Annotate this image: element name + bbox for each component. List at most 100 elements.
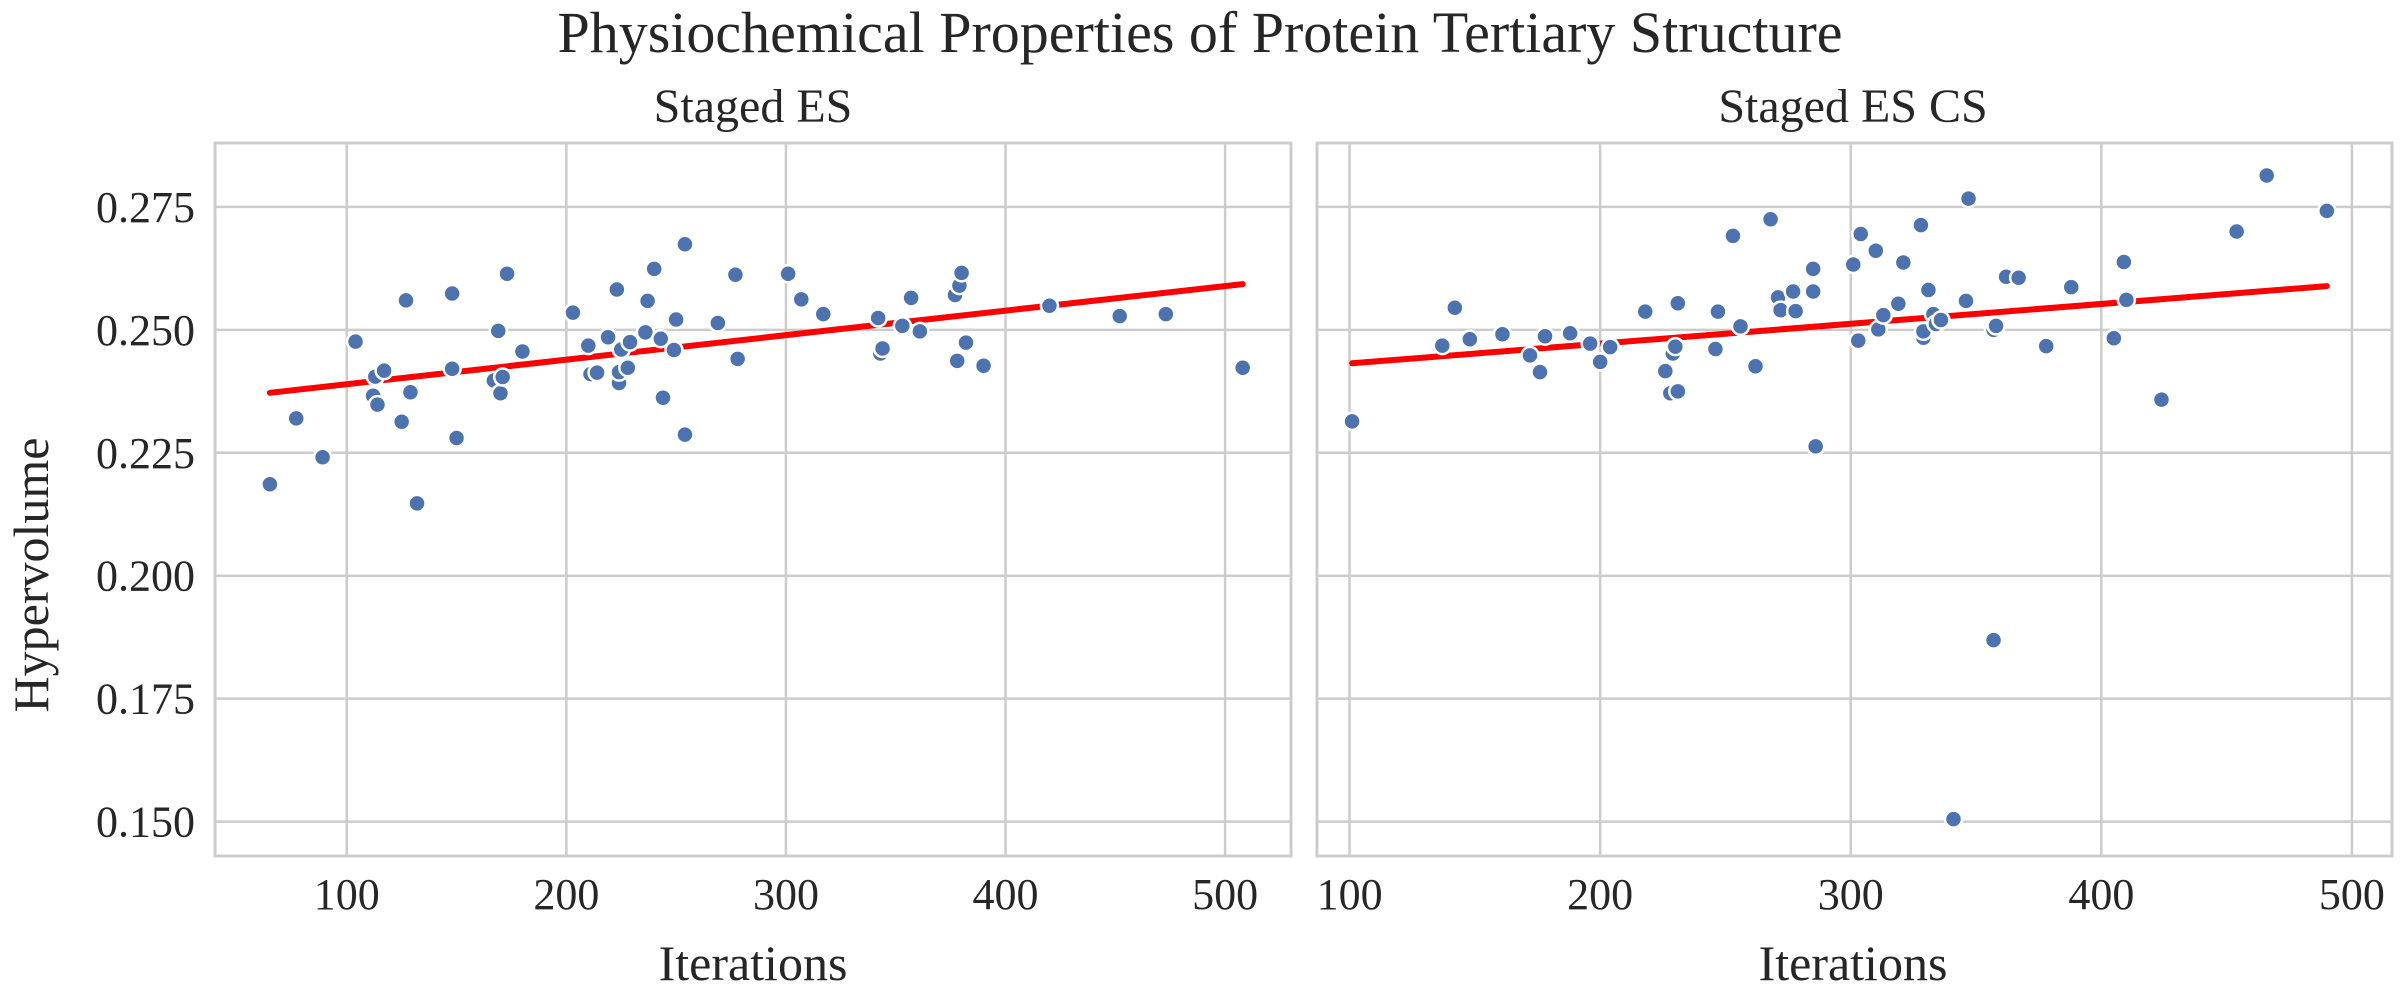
scatter-point <box>345 331 366 352</box>
scatter-point <box>1931 310 1951 330</box>
scatter-point <box>1986 316 2006 336</box>
x-ticks-staged-es: 100 200 300 400 500 <box>314 870 1258 919</box>
scatter-point <box>813 304 834 324</box>
scatter-point <box>1530 362 1550 382</box>
scatter-point <box>1708 301 1728 322</box>
scatter-point <box>1983 630 2004 650</box>
y-tick-label: 0.150 <box>96 798 195 847</box>
scatter-point <box>1803 281 1823 302</box>
scatter-point <box>1911 215 1931 235</box>
y-tick-label: 0.250 <box>96 306 195 355</box>
scatter-point <box>901 288 921 308</box>
scatter-point <box>2226 221 2247 242</box>
scatter-point <box>1851 224 1871 244</box>
scatter-point <box>587 362 607 383</box>
scatter-point <box>872 338 893 359</box>
scatter-point <box>1232 357 1253 378</box>
scatter-point <box>367 394 388 415</box>
x-tick-label: 400 <box>2068 870 2134 919</box>
scatter-point <box>2008 267 2029 288</box>
scatter-point <box>1668 381 1688 402</box>
scatter-point <box>1893 252 1914 273</box>
scatter-point <box>490 383 511 404</box>
scatter-point <box>644 259 664 279</box>
x-axis-label-staged-es: Iterations <box>659 935 848 991</box>
scatter-point <box>1805 436 1826 457</box>
scatter-point <box>2151 389 2172 410</box>
x-tick-label: 400 <box>973 870 1039 919</box>
scatter-point <box>396 290 416 311</box>
scatter-point <box>666 309 686 330</box>
scatter-point <box>1866 240 1886 261</box>
scatter-point <box>1730 316 1751 337</box>
panel-staged-es-cs: Staged ES CS 100 200 300 400 500 Iterations <box>1315 80 2394 991</box>
scatter-point <box>727 349 748 369</box>
scatter-point <box>778 264 798 284</box>
scatter-point <box>868 308 888 328</box>
scatter-point <box>607 279 627 300</box>
scatter-point <box>578 335 599 356</box>
scatter-point <box>620 332 640 352</box>
scatter-point <box>1535 326 1555 346</box>
scatter-point <box>2256 165 2277 186</box>
scatter-point <box>1943 809 1964 829</box>
scatter-point <box>618 357 638 378</box>
scatter-point <box>512 341 533 362</box>
scatter-point <box>675 234 695 255</box>
scatter-point <box>260 474 280 495</box>
scatter-point <box>1745 356 1766 376</box>
scatter-point <box>1803 259 1823 279</box>
x-ticks-staged-es-cs: 100 200 300 400 500 <box>1317 870 2385 919</box>
scatter-point <box>1342 411 1362 432</box>
scatter-point <box>2104 328 2124 348</box>
scatter-point <box>1956 291 1976 311</box>
x-tick-label: 300 <box>753 870 819 919</box>
trendline-staged-es-cs <box>1349 283 2330 367</box>
grid-staged-es-cs <box>1317 143 2392 856</box>
scatter-point <box>598 327 618 347</box>
scatter-point <box>442 283 462 304</box>
plot-frame-staged-es-cs <box>1315 141 2394 858</box>
scatter-point <box>563 302 583 323</box>
panel-staged-es: Staged ES 100 200 300 400 500 0.150 0.175 0.20… <box>96 80 1293 991</box>
y-tick-label: 0.225 <box>96 429 195 478</box>
scatter-point <box>973 356 994 376</box>
scatter-point <box>1873 305 1894 325</box>
scatter-point <box>1785 301 1806 321</box>
scatter-point <box>1590 352 1610 372</box>
scatter-point <box>1918 280 1939 300</box>
scatter-point <box>1668 293 1688 314</box>
x-tick-label: 300 <box>1818 870 1884 919</box>
scatter-point <box>675 424 695 445</box>
scatter-point <box>1958 188 1979 209</box>
x-tick-label: 500 <box>2319 870 2385 919</box>
y-tick-label: 0.200 <box>96 552 195 601</box>
x-tick-label: 100 <box>1317 870 1383 919</box>
scatter-point <box>374 360 394 381</box>
scatter-point <box>446 428 467 448</box>
x-tick-label: 500 <box>1192 870 1258 919</box>
scatter-point <box>400 382 421 403</box>
scatter-point <box>286 408 306 429</box>
scatter-point <box>488 321 509 341</box>
scatter-point <box>1888 294 1909 314</box>
scatter-point <box>1520 345 1540 366</box>
grid-staged-es <box>215 143 1291 856</box>
scatter-point <box>1705 339 1726 359</box>
scatter-point <box>312 447 333 467</box>
scatter-point <box>1580 333 1600 354</box>
plot-frame-staged-es <box>213 141 1293 858</box>
scatter-point <box>497 264 517 284</box>
points-staged-es-cs <box>1342 165 2337 829</box>
panel-title-staged-es-cs: Staged ES CS <box>1718 80 1987 133</box>
scatter-point <box>910 321 930 342</box>
scatter-point <box>791 289 812 310</box>
scatter-point <box>1039 296 1060 316</box>
scatter-point <box>2061 277 2082 297</box>
scatter-point <box>1156 304 1176 324</box>
trendline-staged-es <box>266 281 1246 396</box>
scatter-point <box>947 351 967 371</box>
figure-title: Physiochemical Properties of Protein Ter… <box>557 0 1842 65</box>
scatter-point <box>637 291 658 311</box>
